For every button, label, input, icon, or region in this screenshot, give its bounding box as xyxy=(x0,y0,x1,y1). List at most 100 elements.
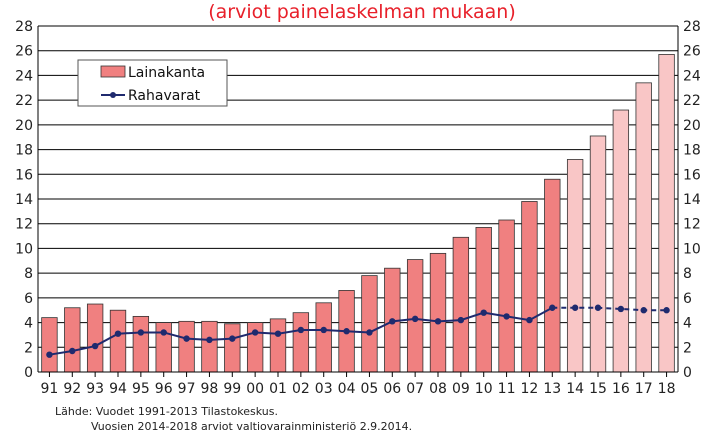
x-tick-label: 05 xyxy=(361,381,379,397)
point-rahavarat xyxy=(206,336,213,344)
x-tick-label: 98 xyxy=(201,381,219,397)
point-rahavarat xyxy=(457,316,465,324)
bar-lainakanta xyxy=(498,219,515,373)
y-tick-label-right: 20 xyxy=(683,118,701,134)
bar-lainakanta xyxy=(361,275,378,373)
x-tick-label: 96 xyxy=(155,381,173,397)
x-tick-label: 93 xyxy=(86,381,104,397)
bar-lainakanta xyxy=(475,227,492,373)
point-rahavarat xyxy=(229,335,236,342)
point-rahavarat xyxy=(411,315,419,323)
bar-lainakanta xyxy=(429,252,447,373)
y-tick-label-left: 22 xyxy=(15,93,33,109)
legend: Lainakanta Rahavarat xyxy=(77,59,228,107)
legend-label-lainakanta: Lainakanta xyxy=(128,65,205,81)
y-tick-label-left: 24 xyxy=(15,68,33,84)
y-tick-label-right: 2 xyxy=(683,340,692,356)
x-tick-label: 03 xyxy=(315,381,333,397)
y-tick-label-left: 10 xyxy=(15,241,33,257)
y-tick-label-left: 2 xyxy=(24,340,33,356)
x-tick-label: 07 xyxy=(406,381,424,397)
point-rahavarat xyxy=(343,328,350,335)
y-tick-label-left: 28 xyxy=(15,19,33,35)
point-rahavarat xyxy=(640,307,647,314)
point-rahavarat xyxy=(663,307,670,314)
x-tick-label: 10 xyxy=(475,381,493,397)
bar-lainakanta xyxy=(658,54,675,373)
x-tick-label: 11 xyxy=(498,381,516,397)
y-tick-label-right: 6 xyxy=(683,291,692,307)
bar-lainakanta xyxy=(521,201,538,373)
x-tick-label: 16 xyxy=(612,381,630,397)
bar-lainakanta xyxy=(566,159,584,373)
point-rahavarat xyxy=(526,316,533,324)
x-tick-label: 95 xyxy=(132,381,150,397)
y-tick-label-right: 18 xyxy=(683,143,701,159)
y-tick-label-left: 14 xyxy=(15,192,33,208)
x-tick-label: 06 xyxy=(383,381,401,397)
bar-lainakanta xyxy=(41,317,58,373)
line-rahavarat-forecast xyxy=(552,306,667,312)
y-tick-label-right: 4 xyxy=(683,316,692,332)
x-tick-label: 08 xyxy=(429,381,447,397)
axes xyxy=(37,26,679,377)
x-tick-label: 04 xyxy=(338,381,356,397)
point-rahavarat xyxy=(320,326,327,334)
x-tick-label: 17 xyxy=(635,381,653,397)
point-rahavarat xyxy=(366,329,373,336)
y-tick-label-right: 0 xyxy=(683,365,692,381)
point-rahavarat xyxy=(274,330,282,337)
source-line-1: Lähde: Vuodet 1991-2013 Tilastokeskus. xyxy=(55,405,279,418)
point-rahavarat xyxy=(114,330,122,337)
point-rahavarat xyxy=(389,318,396,325)
bar-lainakanta xyxy=(589,135,607,373)
bar-lainakanta xyxy=(178,320,195,373)
y-tick-label-left: 0 xyxy=(24,365,33,381)
bar-lainakanta xyxy=(292,312,310,373)
point-rahavarat xyxy=(617,305,625,313)
bar-lainakanta xyxy=(109,309,127,373)
bar-lainakanta xyxy=(64,307,81,373)
bar-lainakanta xyxy=(315,302,332,373)
point-rahavarat xyxy=(160,329,167,336)
x-tick-label: 00 xyxy=(246,381,264,397)
y-tick-label-right: 28 xyxy=(683,19,701,35)
point-rahavarat xyxy=(91,342,99,350)
x-tick-label: 01 xyxy=(269,381,287,397)
point-rahavarat xyxy=(297,326,305,334)
x-tick-label: 94 xyxy=(109,381,127,397)
y-tick-label-left: 12 xyxy=(15,217,33,233)
y-tick-label-right: 12 xyxy=(683,217,701,233)
y-tick-label-right: 22 xyxy=(683,93,701,109)
y-tick-label-left: 18 xyxy=(15,143,33,159)
point-rahavarat xyxy=(137,329,145,336)
point-rahavarat xyxy=(251,329,259,336)
point-rahavarat xyxy=(434,318,442,325)
source-line-2: Vuosien 2014-2018 arviot valtiovarainmin… xyxy=(91,420,413,433)
x-tick-label: 14 xyxy=(566,381,584,397)
point-rahavarat xyxy=(46,351,53,358)
legend-swatch-lainakanta xyxy=(100,65,126,78)
y-tick-label-right: 8 xyxy=(683,266,692,282)
y-tick-label-left: 4 xyxy=(24,316,33,332)
bar-lainakanta xyxy=(86,303,104,373)
source-note: Lähde: Vuodet 1991-2013 Tilastokeskus. V… xyxy=(55,404,412,434)
point-rahavarat xyxy=(183,335,190,342)
x-tick-label: 91 xyxy=(41,381,59,397)
y-tick-label-right: 24 xyxy=(683,68,701,84)
y-tick-label-right: 26 xyxy=(683,44,701,60)
bar-lainakanta xyxy=(612,109,630,373)
line-series-rahavarat xyxy=(46,304,670,358)
legend-swatch-rahavarat-marker xyxy=(110,92,116,98)
y-tick-label-left: 16 xyxy=(15,167,33,183)
y-tick-label-left: 6 xyxy=(24,291,33,307)
bar-lainakanta xyxy=(269,318,287,373)
point-rahavarat xyxy=(549,304,556,311)
y-tick-label-right: 16 xyxy=(683,167,701,183)
bar-lainakanta xyxy=(544,178,561,373)
x-tick-label: 99 xyxy=(223,381,241,397)
point-rahavarat xyxy=(480,309,487,316)
legend-label-rahavarat: Rahavarat xyxy=(128,88,201,104)
